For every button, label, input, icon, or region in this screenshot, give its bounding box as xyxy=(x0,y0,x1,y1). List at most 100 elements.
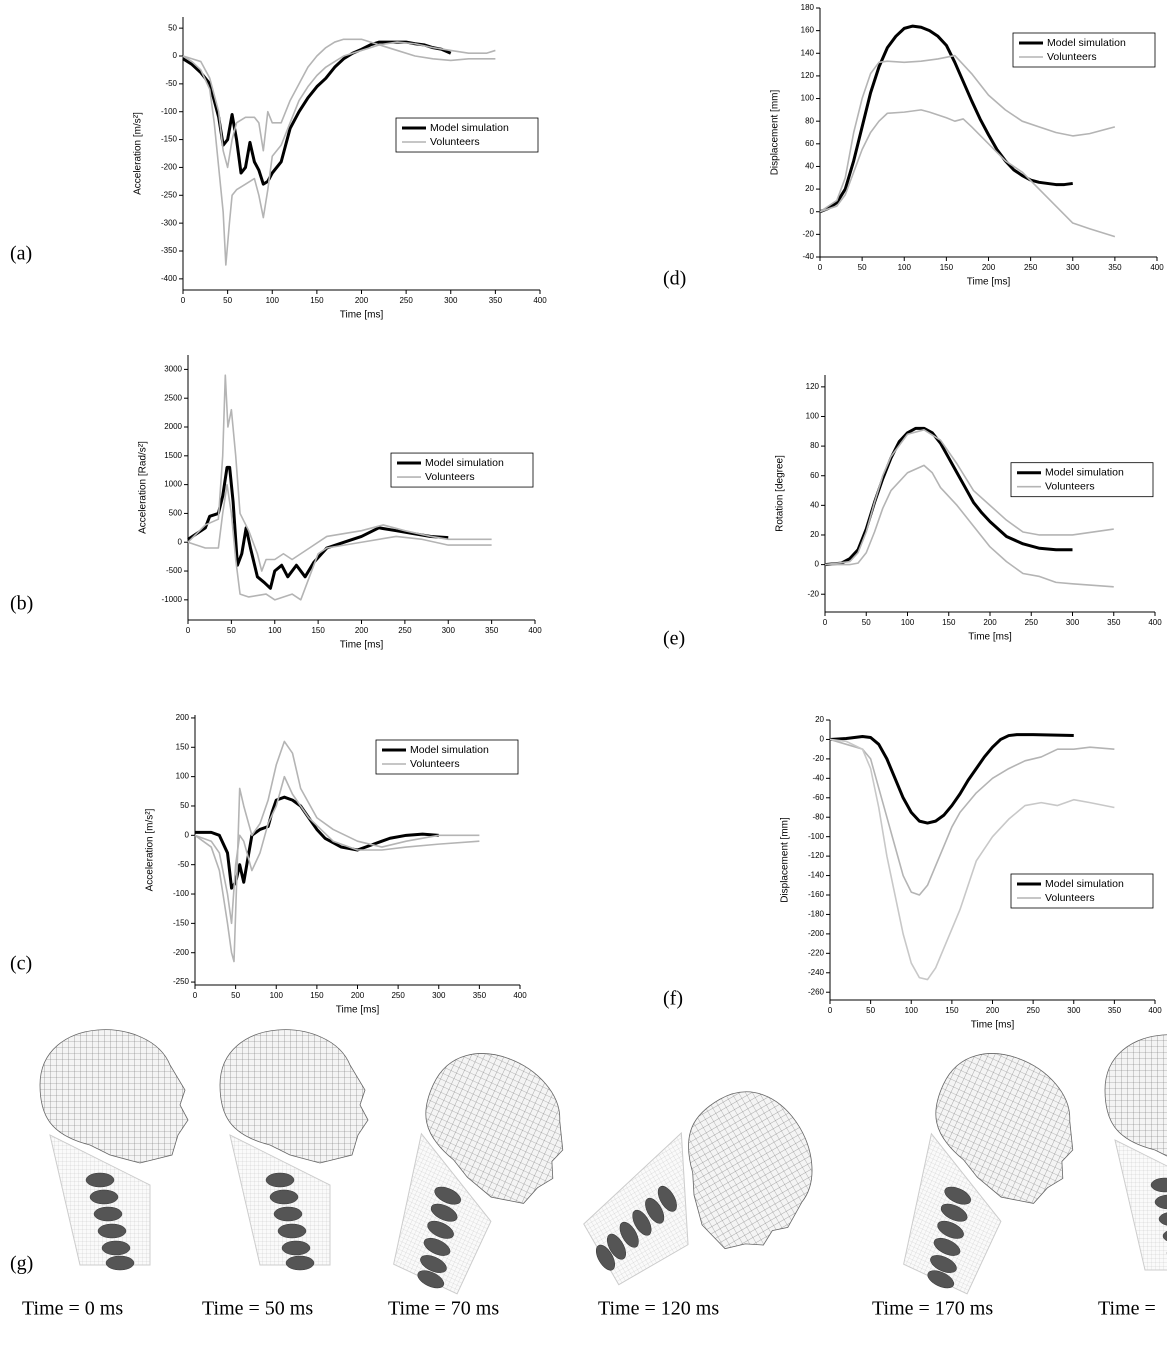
head-model xyxy=(39,1029,189,1271)
y-tick-label: -80 xyxy=(812,812,824,821)
y-tick-label: -1000 xyxy=(162,595,183,604)
y-tick-label: -140 xyxy=(808,871,825,880)
x-axis-title: Time [ms] xyxy=(971,1020,1015,1031)
y-tick-label: 60 xyxy=(805,139,814,148)
frame-label: Time = xyxy=(1098,1298,1156,1320)
x-tick-label: 0 xyxy=(186,626,191,635)
y-tick-label: -160 xyxy=(808,890,825,899)
x-tick-label: 300 xyxy=(444,296,458,305)
x-tick-label: 150 xyxy=(310,991,324,1000)
x-tick-label: 250 xyxy=(1025,618,1039,627)
y-tick-label: -20 xyxy=(807,589,819,598)
y-tick-label: 0 xyxy=(820,735,825,744)
legend-label: Volunteers xyxy=(1045,480,1095,492)
x-tick-label: 100 xyxy=(901,618,915,627)
y-tick-label: 20 xyxy=(810,530,819,539)
y-tick-label: -100 xyxy=(808,832,825,841)
x-tick-label: 250 xyxy=(398,626,412,635)
y-tick-label: 0 xyxy=(810,207,815,216)
x-tick-label: 100 xyxy=(270,991,284,1000)
x-tick-label: 200 xyxy=(355,626,369,635)
y-tick-label: -60 xyxy=(812,793,824,802)
y-tick-label: -50 xyxy=(165,79,177,88)
x-tick-label: 200 xyxy=(355,296,369,305)
x-tick-label: 50 xyxy=(231,991,240,1000)
frame-label: Time = 0 ms xyxy=(22,1298,123,1320)
x-tick-label: 350 xyxy=(489,296,503,305)
x-tick-label: 200 xyxy=(982,263,996,272)
panel-label: (a) xyxy=(10,243,32,265)
series-line xyxy=(825,464,1114,588)
legend-box xyxy=(395,117,539,153)
y-tick-label: 50 xyxy=(180,801,189,810)
head-model xyxy=(864,1033,1102,1315)
series-line xyxy=(194,775,480,925)
series-line xyxy=(182,40,452,186)
x-tick-label: 150 xyxy=(310,296,324,305)
x-tick-label: 400 xyxy=(1150,263,1164,272)
x-tick-label: 200 xyxy=(351,991,365,1000)
x-axis-title: Time [ms] xyxy=(340,640,384,651)
y-tick-label: 80 xyxy=(805,116,814,125)
x-tick-label: 50 xyxy=(223,296,232,305)
series-line xyxy=(187,465,449,590)
y-tick-label: -250 xyxy=(173,977,190,986)
series-line xyxy=(819,109,1116,238)
panel-label: (d) xyxy=(663,268,686,290)
y-tick-label: 100 xyxy=(806,412,820,421)
frame-label: Time = 50 ms xyxy=(202,1298,313,1320)
legend-box xyxy=(1010,462,1154,498)
y-tick-label: 2500 xyxy=(164,393,182,402)
y-tick-label: 0 xyxy=(185,830,190,839)
y-tick-label: 20 xyxy=(815,715,824,724)
x-tick-label: 350 xyxy=(485,626,499,635)
series-line xyxy=(187,483,492,601)
x-tick-label: 350 xyxy=(1107,618,1121,627)
legend-label: Volunteers xyxy=(410,758,460,770)
legend-label: Model simulation xyxy=(410,744,489,756)
frame-label: Time = 120 ms xyxy=(598,1298,719,1320)
x-tick-label: 200 xyxy=(983,618,997,627)
y-tick-label: -300 xyxy=(161,218,178,227)
x-tick-label: 350 xyxy=(1108,263,1122,272)
y-tick-label: 0 xyxy=(815,560,820,569)
head-model xyxy=(354,1033,592,1315)
y-tick-label: 1500 xyxy=(164,451,182,460)
x-tick-label: 250 xyxy=(1024,263,1038,272)
legend-label: Model simulation xyxy=(430,122,509,134)
x-tick-label: 50 xyxy=(227,626,236,635)
legend-box xyxy=(1010,873,1154,909)
y-tick-label: -200 xyxy=(808,929,825,938)
y-tick-label: -50 xyxy=(177,860,189,869)
y-tick-label: 100 xyxy=(176,772,190,781)
y-axis-title: Acceleration [m/s²] xyxy=(133,112,144,195)
legend-label: Volunteers xyxy=(1047,51,1097,63)
x-tick-label: 300 xyxy=(1066,263,1080,272)
x-tick-label: 400 xyxy=(528,626,542,635)
x-tick-label: 250 xyxy=(1026,1006,1040,1015)
series-line xyxy=(187,374,492,572)
y-tick-label: -180 xyxy=(808,910,825,919)
series-line xyxy=(824,429,1114,566)
y-axis-title: Acceleration [Rad/s²] xyxy=(138,441,149,534)
x-tick-label: 400 xyxy=(513,991,527,1000)
y-tick-label: -120 xyxy=(808,851,825,860)
y-tick-label: -100 xyxy=(161,107,178,116)
y-axis-title: Displacement [mm] xyxy=(780,817,791,903)
legend-label: Volunteers xyxy=(425,471,475,483)
y-tick-label: 160 xyxy=(801,26,815,35)
x-tick-label: 0 xyxy=(193,991,198,1000)
y-tick-label: 100 xyxy=(801,94,815,103)
y-tick-label: 1000 xyxy=(164,480,182,489)
y-tick-label: -200 xyxy=(173,948,190,957)
legend-box xyxy=(1012,32,1156,68)
y-tick-label: 0 xyxy=(178,537,183,546)
y-tick-label: -100 xyxy=(173,889,190,898)
panel-label: (g) xyxy=(10,1253,33,1275)
y-tick-label: -240 xyxy=(808,968,825,977)
y-tick-label: -20 xyxy=(812,754,824,763)
x-tick-label: 150 xyxy=(942,618,956,627)
x-tick-label: 300 xyxy=(442,626,456,635)
legend-box xyxy=(375,739,519,775)
legend-label: Model simulation xyxy=(425,457,504,469)
